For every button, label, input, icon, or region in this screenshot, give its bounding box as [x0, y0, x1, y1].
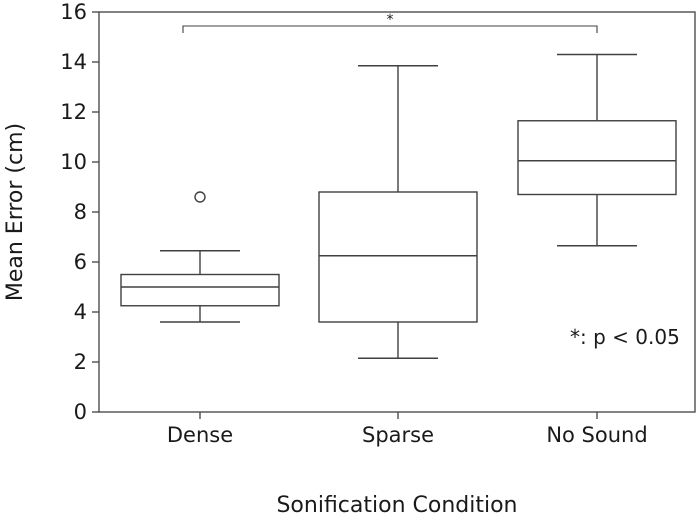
iqr-box	[120, 273, 280, 307]
box-series	[120, 53, 677, 359]
significance-bracket: *	[182, 12, 598, 33]
bracket-line	[182, 25, 598, 33]
y-tick-label: 0	[74, 400, 87, 424]
box-no-sound	[517, 53, 677, 247]
y-tick-label: 8	[74, 200, 87, 224]
y-tick-label: 16	[60, 0, 87, 24]
y-tick-label: 4	[74, 300, 87, 324]
y-tick-label: 10	[60, 150, 87, 174]
significance-note: *: p < 0.05	[570, 325, 680, 349]
outlier-point	[194, 191, 206, 203]
x-tick-label: Dense	[167, 423, 233, 447]
box-sparse	[318, 65, 478, 359]
plot-frame	[98, 11, 696, 413]
x-axis: Dense Sparse No Sound	[167, 412, 648, 447]
x-tick-label: No Sound	[546, 423, 647, 447]
iqr-box	[517, 120, 677, 196]
box-dense	[120, 191, 280, 323]
y-tick-label: 2	[74, 350, 87, 374]
y-tick-label: 14	[60, 50, 87, 74]
y-tick-label: 6	[74, 250, 87, 274]
x-axis-title: Sonification Condition	[276, 493, 517, 514]
y-axis-title: Mean Error (cm)	[3, 123, 28, 301]
iqr-box	[318, 191, 478, 323]
y-axis: 0 2 4 6 8 10 12 14 16	[60, 0, 99, 424]
significance-label: *	[387, 12, 394, 28]
y-tick-label: 12	[60, 100, 87, 124]
x-tick-label: Sparse	[362, 423, 434, 447]
